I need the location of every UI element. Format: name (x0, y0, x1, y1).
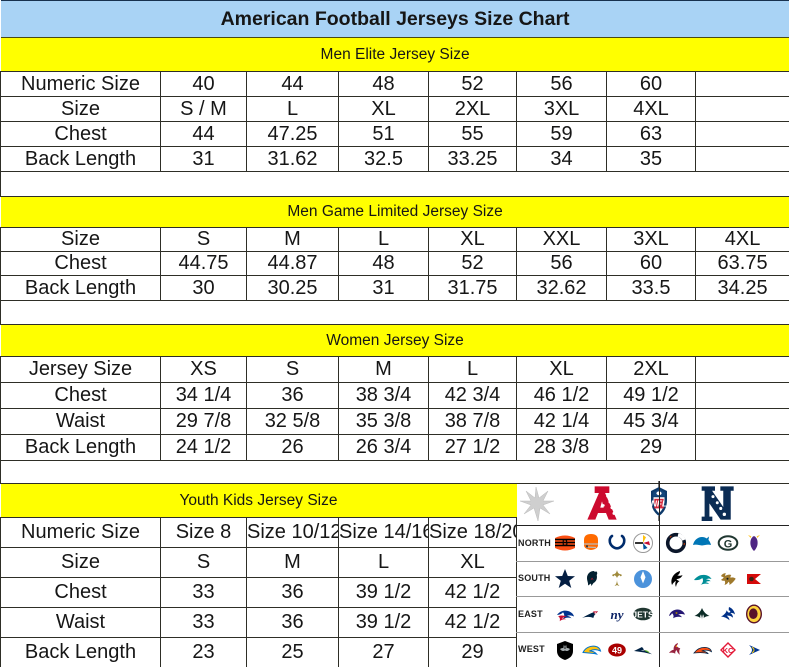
svg-text:KC: KC (723, 646, 734, 655)
svg-text:B: B (562, 539, 568, 548)
svg-text:G: G (724, 538, 733, 550)
svg-text:ny: ny (611, 607, 624, 622)
svg-text:JETS: JETS (632, 610, 654, 620)
svg-text:49: 49 (612, 645, 622, 655)
